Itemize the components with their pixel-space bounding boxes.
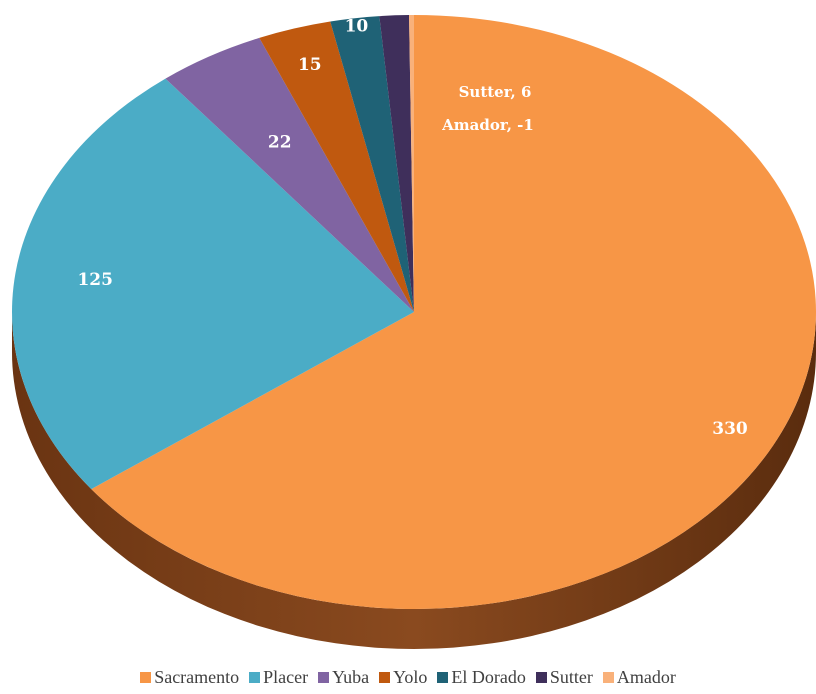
data-label-el-dorado: 10 — [345, 17, 369, 37]
legend-item-el-dorado: El Dorado — [437, 666, 526, 688]
legend-label-yolo: Yolo — [393, 666, 428, 687]
legend-item-sacramento: Sacramento — [140, 667, 239, 688]
legend-label-el-dorado: El Dorado — [451, 666, 526, 687]
slice-yolo — [259, 21, 414, 313]
slice-el-dorado — [330, 16, 414, 313]
slice-sutter — [379, 15, 414, 313]
legend-swatch-sacramento — [140, 671, 152, 683]
data-label-yuba: 22 — [268, 133, 292, 153]
legend-swatch-yuba — [318, 671, 330, 683]
pie-data-labels: 330 125 22 15 10 Sutter, 6 Amador, -1 — [77, 17, 747, 439]
legend-item-amador: Amador — [602, 666, 676, 688]
legend-item-placer: Placer — [249, 667, 308, 688]
legend-swatch-el-dorado — [437, 671, 449, 683]
legend-item-sutter: Sutter — [535, 666, 593, 688]
legend-label-sacramento: Sacramento — [154, 666, 240, 687]
legend-item-yolo: Yolo — [379, 667, 427, 688]
legend-label-amador: Amador — [616, 666, 676, 687]
slice-amador — [409, 14, 414, 312]
legend-label-yuba: Yuba — [332, 666, 370, 687]
pie-slices — [12, 14, 816, 609]
slice-sacramento — [91, 15, 816, 609]
data-label-amador: Amador, -1 — [441, 116, 534, 134]
data-label-sacramento: 330 — [712, 419, 748, 439]
data-label-yolo: 15 — [298, 55, 322, 75]
slice-placer — [12, 78, 415, 490]
legend-swatch-sutter — [535, 671, 547, 683]
legend-swatch-yolo — [379, 671, 391, 683]
legend-label-placer: Placer — [263, 666, 309, 687]
legend-label-sutter: Sutter — [549, 666, 593, 687]
data-label-sutter: Sutter, 6 — [459, 83, 532, 101]
legend-swatch-placer — [249, 671, 261, 683]
data-label-placer: 125 — [77, 270, 113, 290]
legend-swatch-amador — [602, 671, 614, 683]
legend-item-yuba: Yuba — [318, 667, 369, 688]
legend: Sacramento Placer Yuba Yolo El Dorado Sutter A… — [0, 663, 816, 691]
slice-yuba — [165, 37, 414, 313]
